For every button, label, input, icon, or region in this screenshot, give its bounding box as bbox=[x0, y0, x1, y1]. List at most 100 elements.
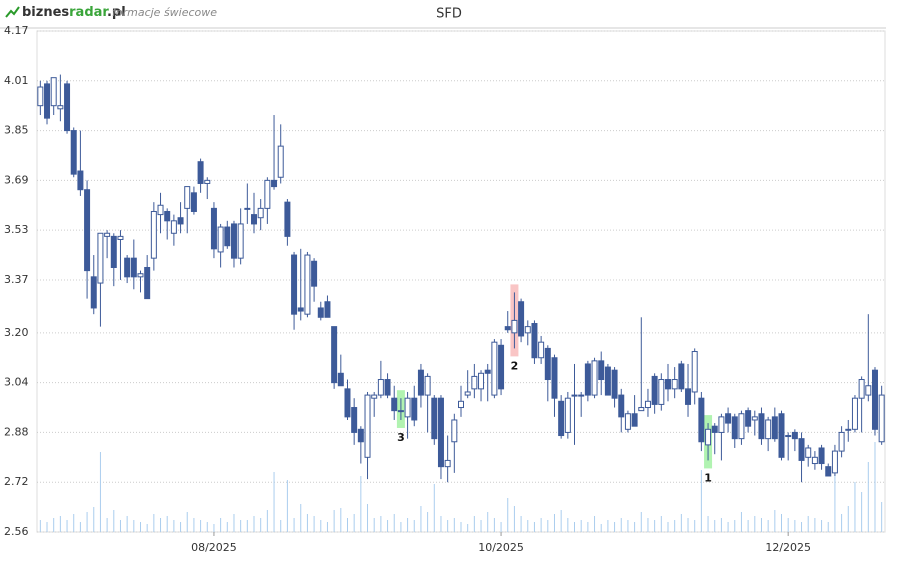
candle-body bbox=[671, 379, 678, 390]
candle-body bbox=[210, 207, 217, 250]
candle-body bbox=[484, 369, 491, 374]
candle-body bbox=[397, 410, 404, 413]
candle-body bbox=[725, 413, 732, 424]
candle-body bbox=[858, 379, 865, 399]
candle-body bbox=[264, 179, 271, 209]
candle-body bbox=[50, 77, 57, 107]
candle-body bbox=[591, 360, 598, 396]
candle-body bbox=[110, 235, 117, 268]
candle-body bbox=[317, 307, 324, 318]
candle-body bbox=[284, 201, 291, 237]
candle-body bbox=[344, 388, 351, 418]
candle-body bbox=[825, 466, 832, 477]
candle-body bbox=[771, 416, 778, 440]
candle-body bbox=[751, 416, 758, 421]
candle-body bbox=[805, 447, 812, 458]
candle-body bbox=[798, 438, 805, 461]
candle-body bbox=[818, 447, 825, 465]
candle-body bbox=[90, 276, 97, 309]
candle-body bbox=[357, 428, 364, 443]
candle-body bbox=[664, 379, 671, 390]
candle-body bbox=[271, 179, 278, 188]
candle-body bbox=[431, 397, 438, 440]
candle-body bbox=[871, 369, 878, 430]
candle-body bbox=[404, 397, 411, 418]
x-tick-label: 08/2025 bbox=[191, 541, 237, 554]
candle-body bbox=[331, 326, 338, 384]
y-tick-label: 2.88 bbox=[4, 425, 29, 438]
candle-body bbox=[558, 400, 565, 437]
candle-body bbox=[584, 363, 591, 396]
y-tick-label: 3.69 bbox=[4, 173, 29, 186]
y-tick-label: 3.37 bbox=[4, 273, 29, 286]
y-tick-label: 3.04 bbox=[4, 376, 29, 389]
candle-body bbox=[524, 326, 531, 334]
candle-body bbox=[711, 425, 718, 433]
candle-body bbox=[638, 407, 645, 412]
candle-body bbox=[458, 400, 464, 409]
candle-body bbox=[424, 375, 431, 396]
candle-body bbox=[631, 413, 638, 427]
candle-body bbox=[84, 189, 91, 272]
candle-body bbox=[64, 83, 71, 132]
candle-body bbox=[838, 431, 845, 452]
y-tick-label: 3.53 bbox=[4, 223, 29, 236]
candle-body bbox=[224, 226, 231, 247]
candle-body bbox=[57, 105, 64, 110]
pattern-label: 2 bbox=[511, 359, 519, 372]
candle-body bbox=[564, 397, 571, 433]
candle-body bbox=[190, 192, 197, 212]
logo-part: .pl bbox=[107, 5, 126, 20]
candle-body bbox=[97, 232, 104, 284]
candle-body bbox=[124, 257, 131, 278]
candle-body bbox=[277, 145, 284, 178]
candle-body bbox=[377, 379, 384, 396]
candle-body bbox=[651, 375, 658, 405]
candle-body bbox=[337, 372, 344, 387]
pattern-label: 3 bbox=[397, 431, 405, 444]
y-tick-label: 4.17 bbox=[4, 24, 29, 37]
candle-body bbox=[705, 428, 712, 446]
candle-body bbox=[464, 391, 471, 396]
candle-body bbox=[531, 323, 538, 359]
candle-body bbox=[538, 341, 545, 359]
chart-title: SFD bbox=[436, 7, 462, 22]
candle-body bbox=[831, 450, 838, 474]
candle-body bbox=[77, 170, 84, 191]
candle-body bbox=[518, 301, 525, 337]
candle-body bbox=[691, 351, 698, 393]
candle-body bbox=[257, 207, 264, 219]
candle-body bbox=[237, 223, 244, 259]
candle-body bbox=[217, 226, 224, 253]
candle-body bbox=[130, 257, 137, 278]
candle-body bbox=[251, 214, 258, 225]
logo-part: biznes bbox=[22, 5, 69, 20]
candle-body bbox=[551, 357, 558, 399]
candle-body bbox=[618, 394, 625, 418]
candle-body bbox=[150, 210, 157, 259]
candle-body bbox=[658, 379, 665, 405]
candle-body bbox=[164, 210, 171, 222]
candle-body bbox=[311, 260, 318, 287]
candle-body bbox=[511, 319, 518, 334]
candle-body bbox=[578, 394, 585, 397]
candle-body bbox=[371, 394, 378, 399]
candle-body bbox=[364, 394, 371, 458]
candle-body bbox=[230, 223, 237, 259]
candle-body bbox=[417, 369, 424, 396]
candle-body bbox=[611, 369, 618, 399]
candle-body bbox=[644, 400, 651, 409]
candle-body bbox=[184, 186, 191, 209]
y-tick-label: 3.20 bbox=[4, 326, 29, 339]
candle-body bbox=[37, 86, 44, 107]
y-tick-label: 4.01 bbox=[4, 74, 29, 87]
candle-body bbox=[297, 307, 304, 312]
candle-body bbox=[851, 397, 858, 430]
candle-body bbox=[765, 419, 772, 440]
candle-body bbox=[745, 410, 752, 427]
candle-body bbox=[791, 431, 798, 440]
candle-body bbox=[478, 372, 485, 390]
candle-body bbox=[865, 385, 872, 396]
candle-body bbox=[137, 273, 144, 278]
